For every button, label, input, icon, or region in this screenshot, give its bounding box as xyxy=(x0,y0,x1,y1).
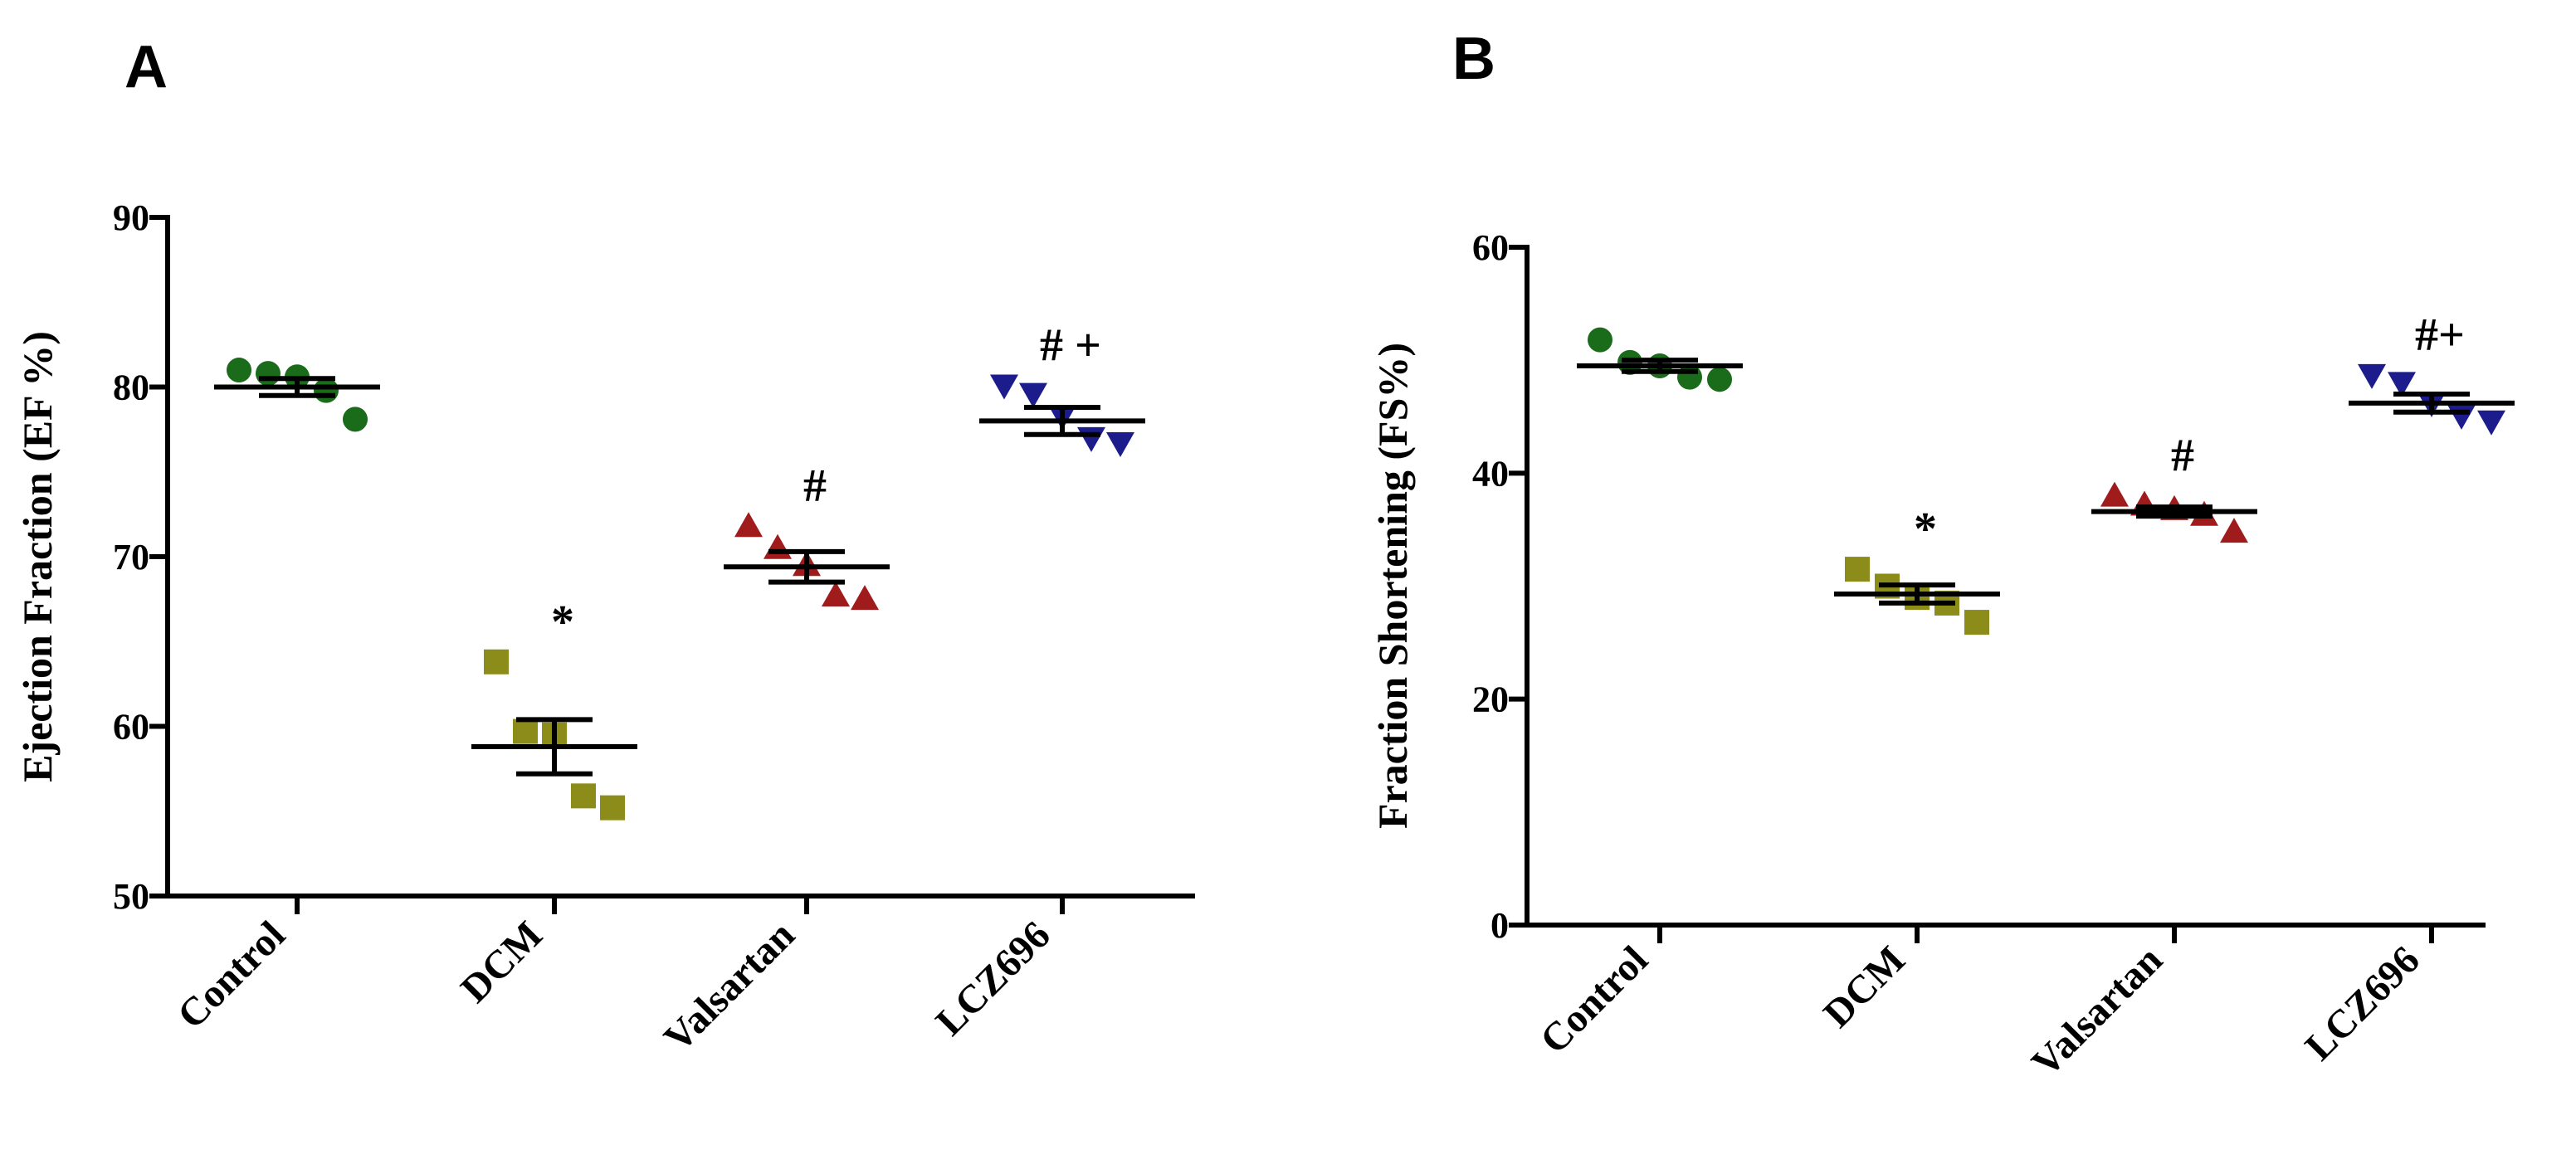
panel-a-point-dcm xyxy=(484,649,509,674)
panel-b-category-label: DCM xyxy=(1815,937,1914,1036)
panel-b-y-tick-label: 60 xyxy=(1472,227,1509,268)
panel-b-category-label: Valsartan xyxy=(2023,937,2171,1085)
panel-a-point-lcz696 xyxy=(990,374,1018,400)
panel-a-y-axis-title: Ejection Fraction (EF %) xyxy=(14,331,61,782)
panel-a-category-label: DCM xyxy=(452,913,551,1011)
panel-a-point-control xyxy=(314,377,339,403)
panel-b-point-lcz696 xyxy=(2447,404,2476,430)
panel-a-category-label: Control xyxy=(169,913,294,1037)
panel-b-point-control xyxy=(1588,327,1612,353)
panel-b-y-tick-label: 0 xyxy=(1490,905,1509,946)
panel-b-y-tick-label: 40 xyxy=(1472,453,1509,494)
panel-b-chart: 0 20 40 60 Fraction Shortening (FS%) Control D… xyxy=(1369,227,2515,1085)
panel-b-y-axis-title: Fraction Shortening (FS%) xyxy=(1369,343,1416,829)
panel-a-category-label: LCZ696 xyxy=(928,913,1059,1044)
panel-a-y-tick-label: 50 xyxy=(113,876,149,917)
panel-a-y-tick-label: 80 xyxy=(113,368,149,408)
panel-b-significance-label: * xyxy=(1914,504,1937,555)
panel-a-point-valsartan xyxy=(734,512,763,538)
panel-a-significance-label: # xyxy=(803,460,827,512)
panel-a-point-valsartan xyxy=(764,533,792,559)
panel-b-point-lcz696 xyxy=(2388,372,2416,397)
panel-a-chart: 50 60 70 80 90 Ejection Fraction (EF %) Contro… xyxy=(14,197,1195,1060)
panel-b-point-dcm xyxy=(1845,557,1870,582)
panel-a-point-dcm xyxy=(571,783,596,809)
panel-a-point-dcm xyxy=(513,718,538,744)
panel-b-point-valsartan xyxy=(2220,518,2248,543)
panel-a-point-dcm xyxy=(600,795,625,821)
panel-a-point-control xyxy=(343,407,368,432)
panel-a-category-label: Valsartan xyxy=(656,913,803,1060)
panel-a-significance-label: # + xyxy=(1040,319,1101,371)
panel-a-y-tick-label: 90 xyxy=(113,197,149,238)
panel-a-point-valsartan xyxy=(851,585,879,611)
panel-b-category-label: Control xyxy=(1532,937,1656,1062)
panel-a-point-lcz696 xyxy=(1077,426,1105,452)
panel-a-y-tick-label: 70 xyxy=(113,537,149,577)
panel-b-significance-label: # xyxy=(2171,431,2194,482)
panel-b-point-lcz696 xyxy=(2477,410,2505,436)
panel-a-significance-label: * xyxy=(551,597,574,648)
panel-b-y-tick-label: 20 xyxy=(1472,679,1509,720)
panel-b-point-control xyxy=(1707,367,1732,392)
panel-b-significance-label: #+ xyxy=(2415,309,2465,361)
panel-b-point-dcm xyxy=(1964,610,1989,636)
panel-b-point-valsartan xyxy=(2100,481,2129,507)
panel-b-letter: B xyxy=(1452,26,1495,92)
panel-a-point-control xyxy=(256,361,281,387)
panel-a-point-control xyxy=(227,358,251,383)
panel-a-y-tick-label: 60 xyxy=(113,707,149,748)
panel-a-point-valsartan xyxy=(822,582,850,607)
panel-b-point-control xyxy=(1677,364,1702,390)
panel-b-point-lcz696 xyxy=(2358,363,2386,389)
panel-a-letter: A xyxy=(124,34,168,100)
panel-a-point-lcz696 xyxy=(1106,431,1134,457)
panel-b-category-label: LCZ696 xyxy=(2297,937,2428,1069)
panel-a-point-lcz696 xyxy=(1019,382,1047,408)
